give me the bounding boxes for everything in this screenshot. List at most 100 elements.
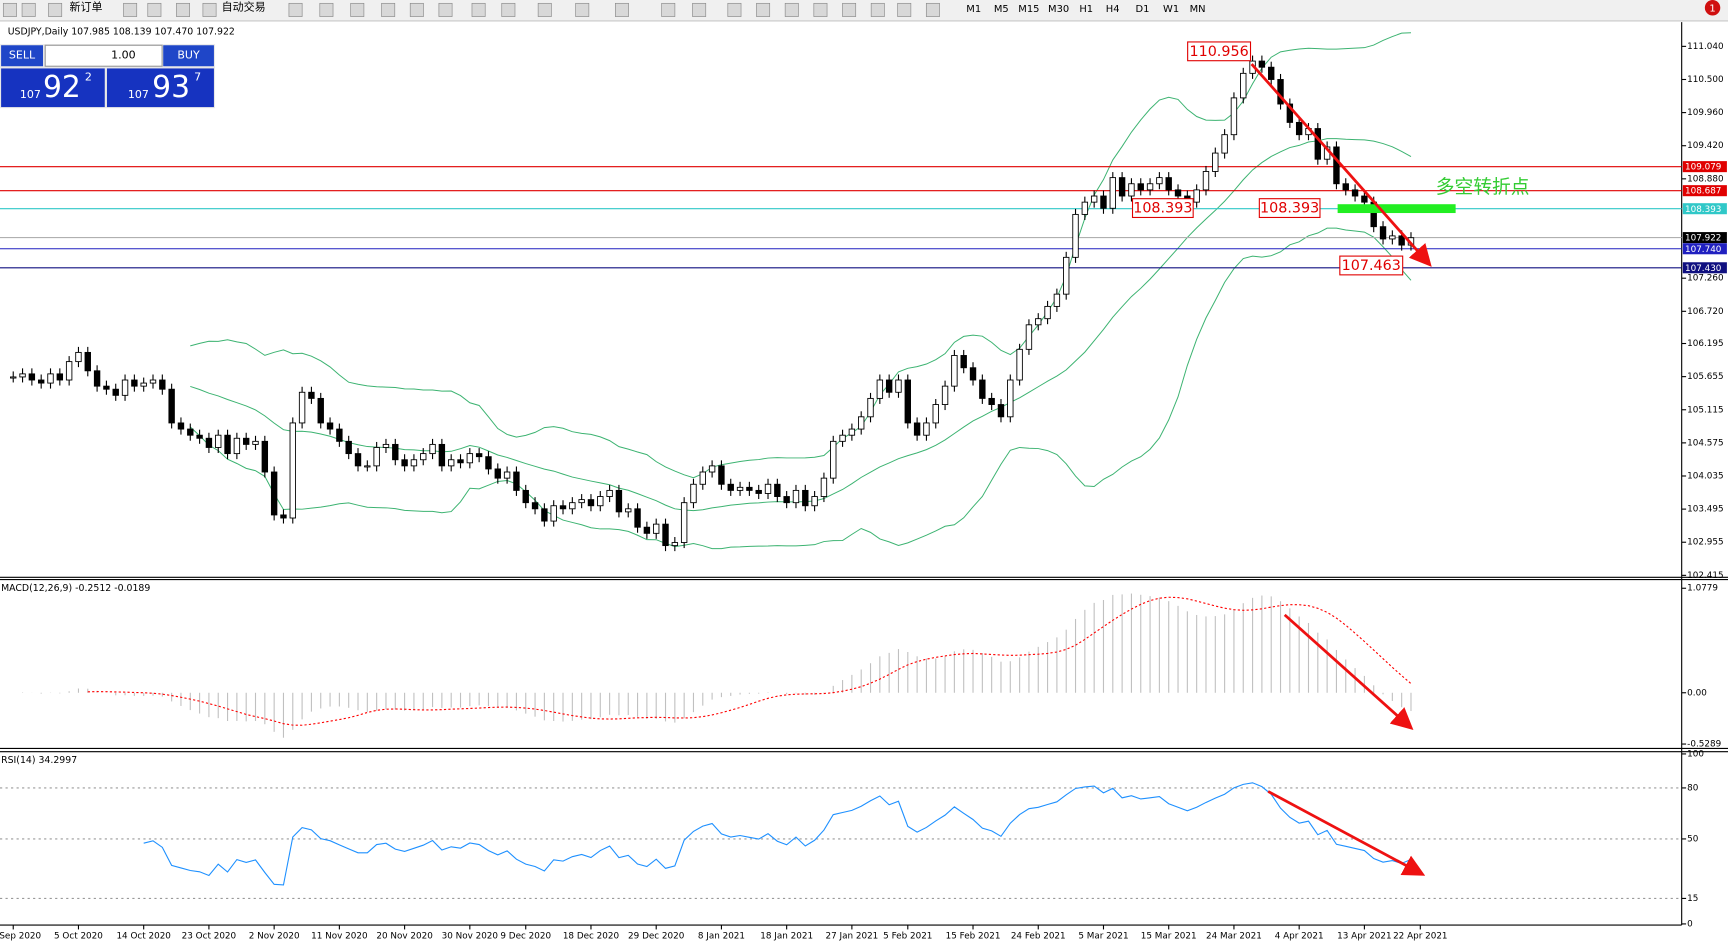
x-tick-label: 9 Dec 2020 (500, 932, 551, 942)
ask-box[interactable] (106, 68, 214, 108)
candle-body (159, 379, 166, 390)
x-tick-label: 15 Feb 2021 (946, 932, 1001, 942)
rsi-title: RSI(14) 34.2997 (1, 755, 77, 766)
y-tick-label: 80 (1687, 783, 1699, 793)
toolbar (0, 0, 1728, 21)
toolbar-icon[interactable] (813, 2, 828, 17)
candle-body (289, 422, 296, 519)
price-level-label: 108.687 (1685, 187, 1721, 197)
toolbar-icon[interactable] (350, 2, 365, 17)
candle-body (792, 489, 800, 504)
candle-body (867, 397, 874, 418)
y-tick-label: 1.0779 (1687, 584, 1718, 594)
candle-body (242, 437, 250, 445)
candle-body (457, 459, 464, 464)
x-tick-label: 29 Dec 2020 (628, 932, 685, 942)
candle-body (438, 443, 446, 467)
new-order-button[interactable]: 新订单 (69, 0, 102, 14)
candle-body (10, 376, 17, 379)
x-tick-label: 22 Apr 2021 (1393, 932, 1447, 942)
y-tick-label: 104.035 (1687, 471, 1723, 481)
toolbar-icon[interactable] (2, 2, 17, 17)
candle-body (317, 397, 324, 424)
toolbar-icon[interactable] (147, 2, 162, 17)
candle-body (215, 434, 222, 448)
toolbar-icon[interactable] (575, 2, 590, 17)
price-annotation-box (1131, 198, 1194, 219)
toolbar-icon[interactable] (727, 2, 742, 17)
price-level-tag (1682, 262, 1727, 274)
timeframe-button[interactable]: M30 (1048, 4, 1069, 15)
candle-body (336, 428, 343, 442)
toolbar-icon[interactable] (471, 2, 486, 17)
candle-body (392, 443, 399, 461)
candle-body (196, 434, 203, 439)
candle-body (373, 447, 380, 467)
timeframe-button[interactable]: H1 (1079, 4, 1093, 15)
toolbar-icon[interactable] (176, 2, 191, 17)
timeframe-button[interactable]: M15 (1018, 4, 1039, 15)
candle-body (727, 483, 734, 491)
candle-body (270, 471, 278, 516)
lots-input[interactable] (44, 44, 163, 67)
toolbar-icon[interactable] (48, 2, 63, 17)
candle-body (820, 477, 828, 497)
y-tick-label: 107.260 (1687, 274, 1724, 284)
candle-body (1342, 183, 1349, 191)
timeframe-button[interactable]: MN (1190, 4, 1206, 15)
candle-body (503, 471, 511, 479)
y-tick-label: 0 (1687, 919, 1693, 929)
x-tick-label: 18 Dec 2020 (563, 932, 620, 942)
toolbar-icon[interactable] (661, 2, 676, 17)
y-tick-label: 109.420 (1687, 141, 1724, 151)
candle-body (559, 505, 567, 510)
toolbar-icon[interactable] (501, 2, 516, 17)
candle-body (1025, 324, 1033, 350)
candle-body (830, 440, 837, 479)
lots-value: 1.00 (111, 49, 136, 62)
bid-box[interactable] (1, 68, 105, 108)
toolbar-icon[interactable] (537, 2, 552, 17)
toolbar-icon[interactable] (925, 2, 940, 17)
auto-trading-button[interactable]: 自动交易 (222, 0, 266, 14)
candle-body (298, 391, 306, 424)
toolbar-icon[interactable] (784, 2, 799, 17)
timeframe-button[interactable]: M1 (966, 4, 981, 15)
timeframe-button[interactable]: M5 (994, 4, 1009, 15)
toolbar-icon[interactable] (870, 2, 885, 17)
toolbar-icon[interactable] (692, 2, 707, 17)
bid-big: 107 (20, 88, 41, 101)
sell-label: SELL (9, 49, 36, 62)
candle-body (429, 443, 436, 455)
toolbar-icon[interactable] (756, 2, 771, 17)
timeframe-button[interactable]: D1 (1135, 4, 1149, 15)
timeframe-button[interactable]: H4 (1106, 4, 1120, 15)
toolbar-icon[interactable] (123, 2, 138, 17)
timeframe-button[interactable]: W1 (1163, 4, 1179, 15)
toolbar-icon[interactable] (288, 2, 303, 17)
plot: 111.040 110.500 109.960 109.420 108.880 107.2… (0, 32, 1727, 942)
price-level-tag (1682, 232, 1727, 244)
notification-badge[interactable] (1704, 0, 1721, 16)
candle-body (634, 508, 641, 528)
toolbar-icon[interactable] (897, 2, 912, 17)
price-annotation: 107.463 (1342, 258, 1401, 274)
toolbar-icon[interactable] (319, 2, 334, 17)
bid-pips: 92 (43, 70, 81, 105)
toolbar-icon[interactable] (615, 2, 629, 17)
x-tick-label: 24 Mar 2021 (1206, 932, 1262, 942)
buy-button[interactable] (163, 45, 214, 67)
toolbar-icon[interactable] (409, 2, 424, 17)
toolbar-icon[interactable] (842, 2, 857, 17)
candle-body (531, 502, 539, 510)
toolbar-icon[interactable] (202, 2, 217, 17)
candle-body (988, 397, 995, 405)
candle-body (494, 468, 501, 479)
candle-body (1128, 183, 1135, 197)
sell-button[interactable] (1, 45, 44, 67)
toolbar-icon[interactable] (438, 2, 453, 17)
candle-body (466, 453, 474, 464)
price-level-tag (1682, 185, 1727, 197)
toolbar-icon[interactable] (21, 2, 36, 17)
toolbar-icon[interactable] (381, 2, 396, 17)
